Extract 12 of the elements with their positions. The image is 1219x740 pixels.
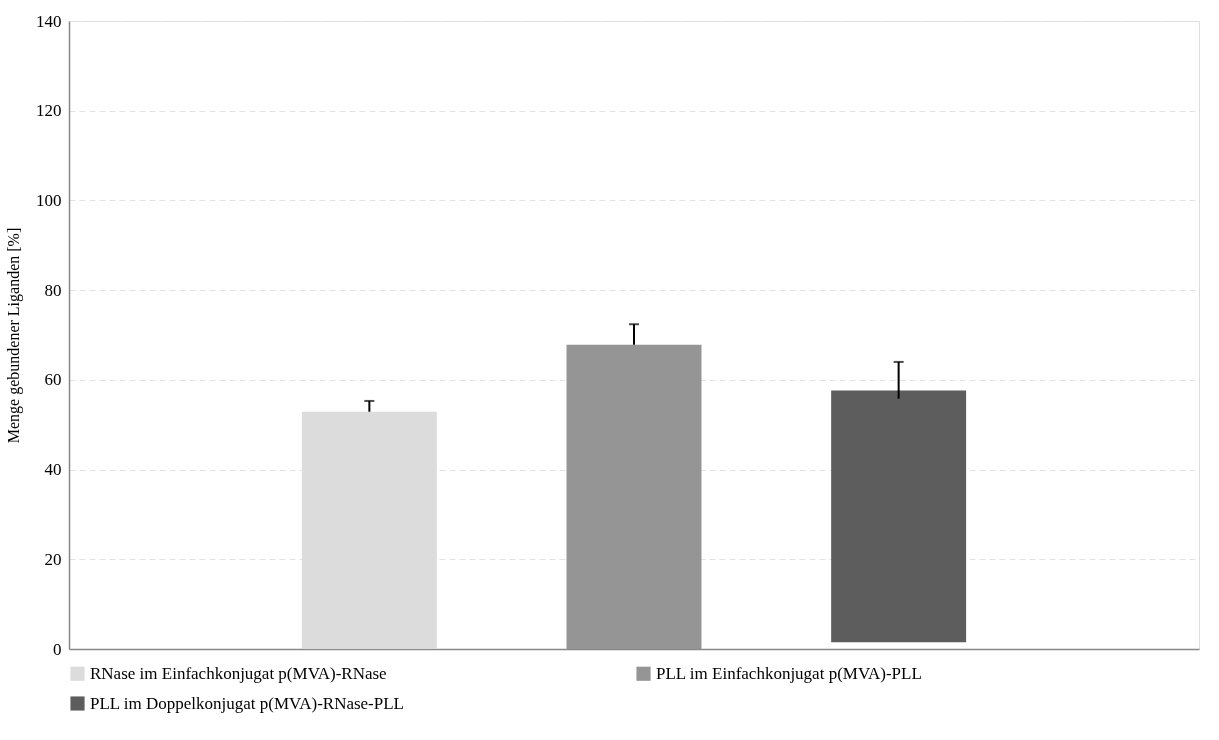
y-axis-title: Menge gebundener Liganden [%] [5,227,23,444]
y-tick-label: 40 [44,460,62,480]
y-tick-label: 80 [44,280,62,300]
legend-label: PLL im Doppelkonjugat p(MVA)-RNase-PLL [90,693,404,713]
legend-label: PLL im Einfachkonjugat p(MVA)-PLL [656,663,922,683]
legend-label: RNase im Einfachkonjugat p(MVA)-RNase [90,663,387,683]
y-tick-label: 60 [44,370,62,390]
y-tick-label: 140 [36,11,62,31]
y-tick-label: 100 [36,190,62,210]
y-tick-label: 0 [53,639,62,659]
y-tick-label: 20 [44,549,62,569]
y-tick-label: 120 [36,101,62,121]
